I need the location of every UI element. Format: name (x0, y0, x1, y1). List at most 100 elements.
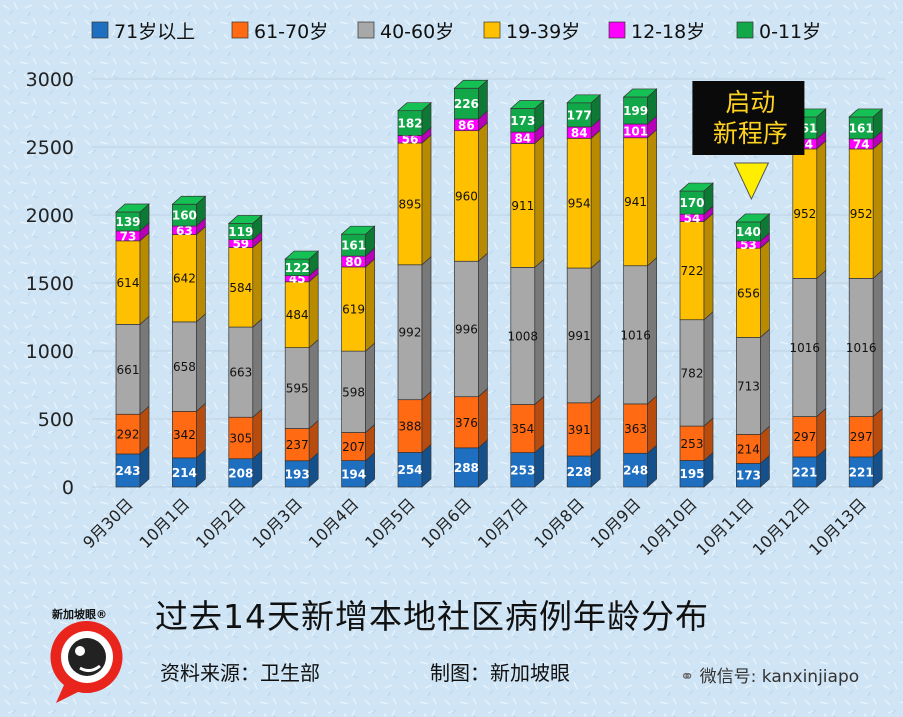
legend-swatch (91, 21, 109, 39)
data-label: 663 (229, 366, 252, 380)
data-label: 996 (455, 322, 478, 336)
data-label: 73 (120, 229, 137, 243)
bar-segment-side (760, 239, 770, 339)
data-label: 722 (681, 264, 704, 278)
bar-top (509, 100, 545, 109)
data-label: 391 (568, 423, 591, 437)
wechat-icon: ⚭ (680, 667, 695, 687)
bar-segment-side (534, 134, 545, 269)
bar-segment (397, 264, 423, 401)
legend-swatch (231, 21, 249, 39)
data-label: 253 (681, 437, 704, 451)
bar-segment-side (365, 258, 375, 352)
data-label: 161 (341, 239, 366, 253)
bar-segment (848, 278, 874, 417)
bar-segment-side (760, 328, 770, 436)
y-tick-label: 500 (38, 409, 74, 431)
data-label: 1016 (620, 328, 651, 342)
data-label: 253 (510, 463, 535, 477)
data-label: 642 (173, 272, 196, 286)
wechat-text: 微信号: kanxinjiapo (699, 667, 860, 687)
data-label: 595 (286, 382, 309, 396)
annotation-text: 启动 (725, 88, 775, 117)
bar-segment (115, 323, 141, 415)
data-label: 182 (397, 117, 422, 131)
data-label: 173 (736, 469, 761, 483)
bar-top (171, 195, 207, 205)
legend-label: 71岁以上 (114, 21, 195, 43)
data-label: 598 (342, 385, 365, 399)
data-label: 254 (397, 463, 422, 477)
data-label: 1008 (508, 329, 539, 343)
bar-segment-side (534, 395, 545, 454)
bar-top (622, 88, 658, 98)
y-tick-label: 3000 (26, 69, 74, 91)
bar-segment-side (478, 252, 488, 398)
bar-segment (228, 247, 254, 328)
data-label: 954 (568, 197, 591, 211)
legend-label: 61-70岁 (254, 21, 328, 43)
data-label: 376 (455, 416, 478, 430)
data-label: 992 (399, 326, 422, 340)
data-label: 140 (736, 225, 761, 239)
bar-segment (397, 110, 423, 136)
bar-stack: 221 297 1016 952 74 161 (846, 108, 884, 488)
data-label: 101 (623, 124, 648, 138)
bar-segment (848, 456, 874, 488)
data-label: 194 (341, 467, 366, 481)
bar-segment (228, 326, 254, 418)
data-label: 1016 (790, 341, 821, 355)
bar-stack: 254 388 992 895 56 182 (397, 101, 432, 488)
bar-segment (284, 281, 310, 348)
data-label: 161 (849, 121, 874, 135)
bar-segment (341, 460, 366, 488)
bar-segment-side (421, 390, 432, 454)
bar-segment (454, 447, 479, 488)
bar-segment (172, 321, 197, 412)
data-label: 288 (454, 461, 479, 475)
data-label: 941 (624, 195, 647, 209)
data-label: 84 (514, 131, 531, 145)
data-label: 782 (681, 366, 704, 380)
annotation-text: 新程序 (713, 119, 788, 148)
data-label: 292 (117, 428, 140, 442)
bar-stack: 194 207 598 619 80 161 (340, 225, 376, 488)
bar-segment-side (478, 387, 488, 449)
maker-note: 制图：新加坡眼 (430, 661, 570, 685)
bar-segment (284, 347, 310, 429)
bar-segment (736, 247, 761, 338)
data-label: 59 (232, 237, 249, 251)
bar-top (679, 182, 714, 192)
bar-segment-side (421, 134, 432, 266)
legend-swatch (357, 21, 375, 39)
bar-stack: 253 354 1008 911 84 173 (508, 99, 545, 488)
data-label: 56 (402, 133, 419, 147)
bar-segment (228, 458, 254, 488)
legend-swatch (483, 21, 501, 39)
data-label: 208 (228, 466, 253, 480)
bar-segment (397, 142, 423, 266)
data-label: 658 (173, 360, 196, 374)
bar-segment (566, 102, 592, 128)
bar-segment (115, 453, 141, 488)
figure-title: 过去14天新增本地社区病例年龄分布 (155, 597, 709, 636)
bar-segment (172, 457, 197, 488)
data-label: 226 (454, 97, 479, 111)
legend-label: 40-60岁 (380, 21, 454, 43)
y-tick-label: 1000 (26, 341, 74, 363)
data-label: 122 (285, 261, 310, 275)
data-label: 342 (173, 428, 196, 442)
y-tick-label: 2500 (26, 137, 74, 159)
data-label: 214 (172, 466, 197, 480)
bar-segment (397, 452, 423, 488)
data-label: 228 (567, 465, 592, 479)
bar-segment-side (647, 128, 657, 267)
data-label: 221 (849, 465, 874, 479)
bar-segment-side (196, 225, 206, 323)
bar-segment-side (139, 232, 150, 326)
bar-top (397, 102, 432, 112)
bar-segment (792, 148, 818, 279)
